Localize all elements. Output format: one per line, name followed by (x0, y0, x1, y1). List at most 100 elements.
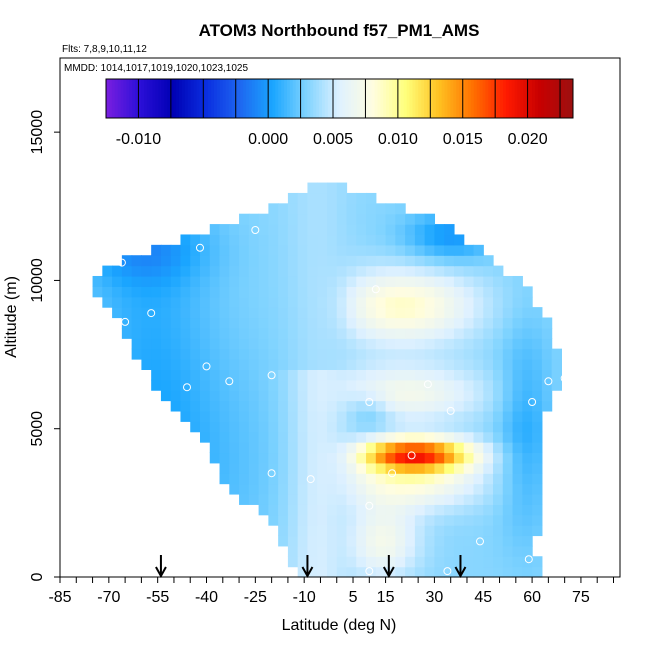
heatmap-cell (473, 514, 484, 526)
colorbar-swatch (216, 79, 221, 118)
heatmap-cell (444, 493, 455, 505)
heatmap-cell (512, 317, 523, 329)
colorbar-swatch (540, 79, 545, 118)
heatmap-cell (463, 462, 475, 474)
heatmap-cell (326, 400, 338, 412)
heatmap-cell (317, 421, 328, 433)
heatmap-cell (356, 452, 367, 464)
heatmap-cell (483, 525, 494, 537)
sample-point (365, 398, 374, 406)
heatmap-cell (278, 296, 289, 308)
heatmap-cell (229, 296, 240, 308)
sample-point (476, 537, 484, 546)
heatmap-cell (287, 525, 299, 537)
heatmap-cell (473, 390, 484, 402)
heatmap-cell (151, 327, 162, 339)
heatmap-cell (502, 514, 514, 526)
heatmap-cell (287, 410, 299, 422)
heatmap-cell (532, 390, 543, 402)
heatmap-cell (258, 348, 269, 360)
heatmap-cell (405, 493, 416, 505)
heatmap-cell (278, 327, 289, 339)
heatmap-cell (287, 514, 299, 526)
heatmap-cell (209, 265, 221, 277)
heatmap-cell (434, 442, 445, 454)
heatmap-cell (317, 213, 328, 225)
heatmap-cell (258, 473, 269, 485)
heatmap-cell (532, 369, 543, 381)
heatmap-cell (326, 255, 338, 267)
heatmap-cell (502, 369, 514, 381)
heatmap-cell (414, 556, 426, 568)
colorbar-swatch (555, 79, 559, 118)
heatmap-cell (346, 307, 357, 319)
heatmap-cell (209, 338, 221, 350)
heatmap-cell (287, 452, 299, 464)
heatmap-cell (151, 348, 162, 360)
heatmap-cell (336, 525, 348, 537)
heatmap-cell (219, 431, 230, 443)
heatmap-cell (444, 535, 455, 547)
colorbar-swatch (284, 79, 288, 118)
heatmap-cell (239, 296, 250, 308)
heatmap-cell (483, 493, 494, 505)
heatmap-cell (522, 535, 533, 547)
colorbar-swatch (275, 79, 279, 118)
heatmap-cell (434, 535, 445, 547)
heatmap-cell (385, 462, 396, 474)
heatmap-cell (453, 442, 465, 454)
colorbar-swatch (173, 79, 177, 118)
heatmap-cell (414, 255, 426, 267)
heatmap-cell (551, 348, 562, 360)
heatmap-cell (375, 566, 387, 578)
heatmap-cell (326, 410, 338, 422)
colorbar-swatch (316, 79, 320, 118)
heatmap-cell (200, 379, 211, 391)
heatmap-cell (395, 504, 406, 516)
heatmap-cell (414, 369, 426, 381)
heatmap-cell (141, 348, 152, 360)
heatmap-cell (239, 307, 250, 319)
heatmap-cell (375, 431, 387, 443)
heatmap-cell (366, 265, 377, 277)
heatmap-cell (453, 556, 465, 568)
heatmap-cell (278, 493, 289, 505)
heatmap-cell (522, 390, 533, 402)
heatmap-cell (463, 493, 475, 505)
heatmap-cell (405, 379, 416, 391)
heatmap-cell (336, 317, 348, 329)
heatmap-cell (434, 545, 445, 557)
heatmap-cell (219, 452, 230, 464)
colorbar-swatch (429, 79, 434, 118)
heatmap-cell (317, 410, 328, 422)
colorbar-swatch (138, 79, 142, 118)
heatmap-cell (405, 327, 416, 339)
heatmap-cell (160, 390, 172, 402)
colorbar-swatch (228, 79, 233, 118)
heatmap-cell (512, 379, 523, 391)
heatmap-cell (356, 462, 367, 474)
heatmap-cell (512, 566, 523, 578)
heatmap-cell (541, 400, 553, 412)
colorbar-swatch (517, 79, 521, 118)
heatmap-cell (239, 410, 250, 422)
heatmap-cell (502, 556, 514, 568)
heatmap-cell (268, 359, 279, 370)
heatmap-cell (366, 255, 377, 267)
heatmap-cell (414, 493, 426, 505)
heatmap-cell (209, 379, 221, 391)
heatmap-cell (326, 338, 338, 350)
heatmap-cell (453, 545, 465, 557)
heatmap-cell (453, 296, 465, 308)
heatmap-cell (346, 203, 357, 215)
heatmap-cell (463, 442, 475, 454)
heatmap-cell (366, 359, 377, 370)
flights-label: Flts: 7,8,9,10,11,12 (62, 44, 147, 55)
heatmap-cell (522, 556, 533, 568)
heatmap-cell (444, 296, 455, 308)
heatmap-cell (297, 431, 309, 443)
heatmap-cell (346, 275, 357, 287)
heatmap-cell (424, 234, 436, 246)
heatmap-cell (151, 307, 162, 319)
heatmap-cell (493, 545, 504, 557)
